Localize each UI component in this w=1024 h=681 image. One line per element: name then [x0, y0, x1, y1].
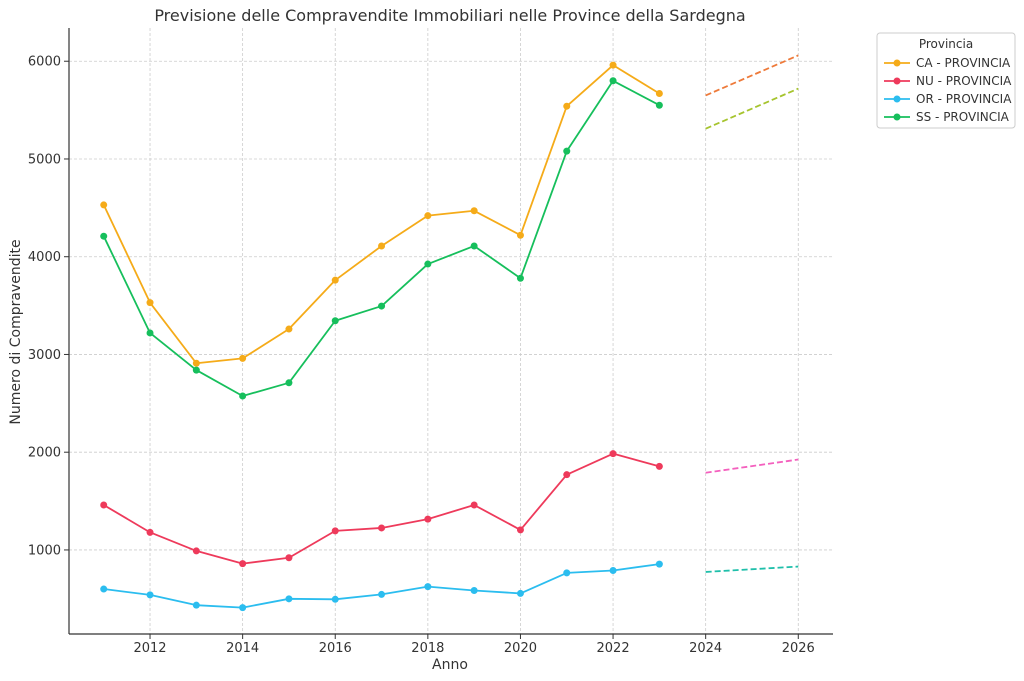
series-line — [103, 563, 660, 609]
legend-box — [876, 32, 1016, 129]
data-point — [609, 77, 617, 85]
legend-entry: CA - PROVINCIA — [916, 56, 1011, 70]
legend-title: Provincia — [919, 37, 973, 51]
data-point — [192, 601, 200, 609]
legend-items: CA - PROVINCIA NU - PROVINCIA OR - PROVINC… — [884, 56, 1012, 124]
data-point — [424, 212, 432, 220]
x-tick-label: 2016 — [319, 641, 352, 656]
data-point — [239, 392, 247, 400]
y-axis-ticks: 1000 2000 3000 4000 5000 6000 — [28, 55, 69, 558]
data-point — [285, 379, 293, 387]
data-point — [563, 147, 571, 155]
series-line — [102, 79, 660, 397]
x-tick-label: 2014 — [226, 641, 259, 656]
axes — [68, 28, 833, 635]
x-tick-label: 2018 — [411, 641, 444, 656]
x-tick-label: 2020 — [504, 641, 537, 656]
data-point — [655, 89, 663, 97]
x-axis-ticks: 2012 2014 2016 2018 2020 2022 2024 2026 — [133, 634, 815, 656]
x-axis-label: Anno — [432, 657, 468, 673]
data-point — [331, 276, 339, 284]
y-tick-label: 6000 — [28, 55, 61, 70]
data-point — [516, 526, 524, 534]
data-point — [424, 583, 432, 591]
data-point — [378, 302, 386, 310]
forecast-line — [705, 87, 799, 130]
data-point — [331, 317, 339, 325]
legend-marker — [893, 95, 901, 103]
data-point — [655, 462, 663, 470]
y-tick-label: 4000 — [28, 250, 61, 265]
data-point — [239, 354, 247, 362]
data-point — [331, 527, 339, 535]
data-point — [563, 102, 571, 110]
data-point — [470, 242, 478, 250]
grid — [69, 28, 833, 634]
data-point — [655, 560, 663, 568]
data-point — [424, 260, 432, 268]
x-tick-label: 2024 — [689, 641, 722, 656]
series-line — [103, 452, 660, 565]
forecast-line — [705, 565, 799, 573]
data-point — [378, 590, 386, 598]
legend-entry: OR - PROVINCIA — [916, 92, 1012, 106]
data-point — [100, 232, 108, 240]
data-point — [192, 547, 200, 555]
data-point — [146, 299, 154, 307]
legend-marker — [893, 77, 901, 85]
data-point — [146, 591, 154, 599]
data-point — [146, 329, 154, 337]
legend-entry: NU - PROVINCIA — [916, 74, 1012, 88]
y-tick-label: 5000 — [28, 152, 61, 167]
forecast-line — [705, 458, 799, 474]
series-line — [102, 64, 660, 365]
forecast-line — [705, 54, 799, 97]
legend: Provincia CA - PROVINCIA NU - PROVINCIA OR… — [876, 32, 1016, 129]
legend-marker — [893, 59, 901, 67]
legend-marker — [893, 113, 901, 121]
data-point — [516, 589, 524, 597]
y-tick-label: 1000 — [28, 543, 61, 558]
data-point — [655, 101, 663, 109]
data-point — [331, 595, 339, 603]
x-tick-label: 2026 — [782, 641, 815, 656]
x-tick-label: 2012 — [133, 641, 166, 656]
data-point — [100, 585, 108, 593]
data-point — [563, 471, 571, 479]
data-point — [239, 560, 247, 568]
data-point — [516, 274, 524, 282]
y-tick-label: 3000 — [28, 348, 61, 363]
data-point — [100, 201, 108, 209]
forecast-lines — [705, 54, 799, 573]
data-point — [285, 595, 293, 603]
data-point — [100, 501, 108, 509]
series-lines — [100, 61, 663, 612]
data-point — [378, 242, 386, 250]
data-point — [470, 587, 478, 595]
data-point — [192, 359, 200, 367]
legend-entry: SS - PROVINCIA — [916, 110, 1010, 124]
data-point — [378, 524, 386, 532]
data-point — [563, 569, 571, 577]
data-point — [470, 501, 478, 509]
data-point — [239, 604, 247, 612]
data-point — [609, 61, 617, 69]
data-point — [285, 325, 293, 333]
x-tick-label: 2022 — [597, 641, 630, 656]
y-axis-label: Numero di Compravendite — [8, 239, 24, 424]
y-tick-label: 2000 — [28, 446, 61, 461]
data-point — [609, 566, 617, 574]
data-point — [285, 554, 293, 562]
data-point — [146, 528, 154, 536]
data-point — [470, 207, 478, 215]
data-point — [424, 515, 432, 523]
chart-title: Previsione delle Compravendite Immobilia… — [154, 6, 745, 25]
data-point — [192, 366, 200, 374]
data-point — [609, 450, 617, 458]
data-point — [516, 231, 524, 239]
